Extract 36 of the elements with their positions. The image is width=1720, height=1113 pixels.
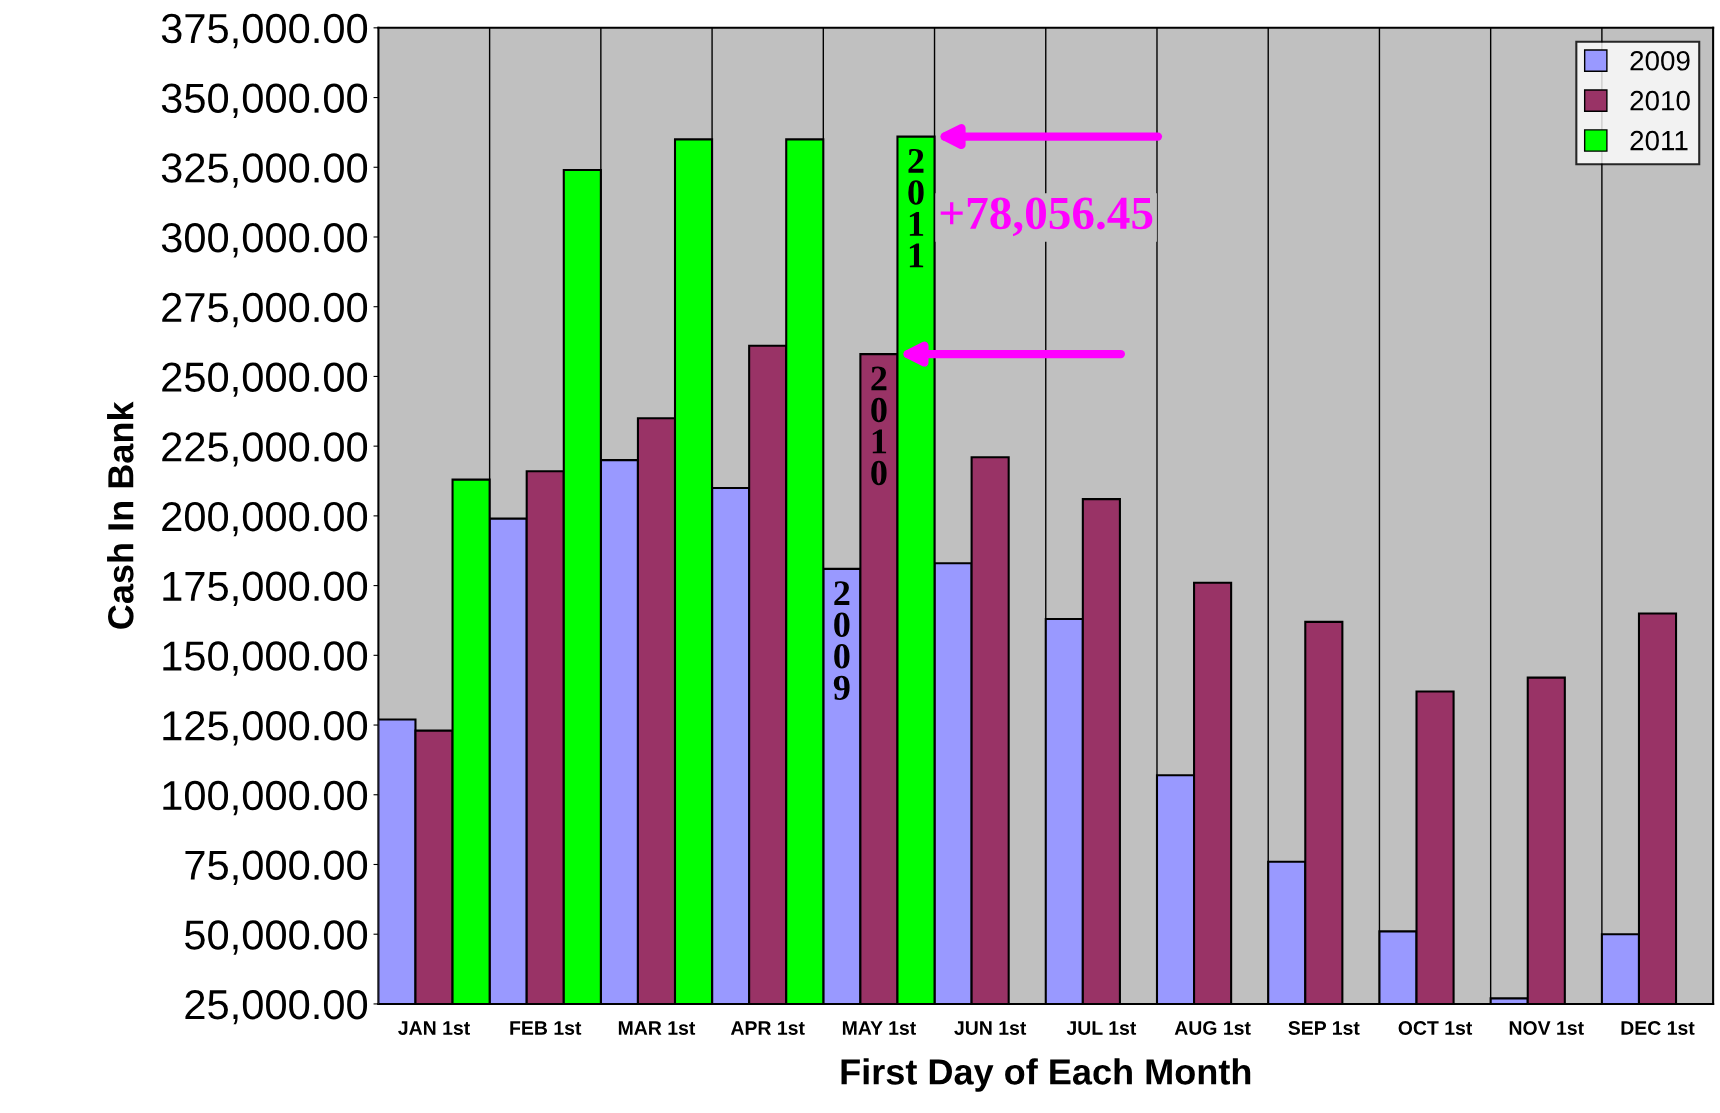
annotation: 2011: [908, 148, 924, 268]
x-tick-label: SEP 1st: [1288, 1021, 1360, 1035]
legend-label: 2009: [1630, 50, 1690, 71]
x-tick-label: AUG 1st: [1174, 1021, 1251, 1035]
y-tick-label: 50,000.00: [185, 920, 368, 955]
y-tick-label: 25,000.00: [185, 989, 368, 1025]
y-tick-label: 300,000.00: [161, 222, 368, 258]
y-axis-title: Cash In Bank: [107, 401, 134, 629]
x-tick-label: MAY 1st: [842, 1021, 916, 1035]
x-tick-label: DEC 1st: [1621, 1021, 1695, 1035]
x-tick-label: APR 1st: [730, 1021, 805, 1035]
y-tick-label: 200,000.00: [162, 501, 368, 537]
y-tick-label: 225,000.00: [162, 432, 368, 467]
y-tick-label: 350,000.00: [161, 83, 368, 118]
y-tick-label: 250,000.00: [162, 362, 368, 397]
x-axis-title: First Day of Each Month: [841, 1058, 1251, 1092]
annotation: 2010: [871, 366, 887, 486]
y-tick-label: 325,000.00: [161, 153, 368, 188]
annotation: 2009: [833, 581, 850, 700]
x-tick-label: FEB 1st: [510, 1021, 582, 1035]
y-tick-label: 375,000.00: [161, 13, 368, 49]
x-tick-label: JUL 1st: [1066, 1021, 1137, 1035]
legend-label: 2010: [1630, 90, 1690, 111]
x-tick-label: MAR 1st: [618, 1021, 696, 1035]
y-tick-label: 100,000.00: [163, 780, 368, 816]
y-tick-label: 150,000.00: [163, 641, 368, 676]
y-tick-label: 125,000.00: [163, 711, 368, 746]
y-tick-label: 275,000.00: [162, 292, 368, 328]
annotation: +78,056.45: [940, 197, 1153, 237]
x-tick-label: OCT 1st: [1398, 1021, 1473, 1035]
x-tick-label: NOV 1st: [1509, 1021, 1584, 1035]
y-tick-label: 175,000.00: [163, 571, 368, 607]
x-tick-label: JAN 1st: [398, 1021, 470, 1035]
y-tick-label: 75,000.00: [185, 850, 368, 885]
x-tick-label: JUN 1st: [954, 1021, 1027, 1035]
legend-label: 2011: [1630, 130, 1688, 151]
